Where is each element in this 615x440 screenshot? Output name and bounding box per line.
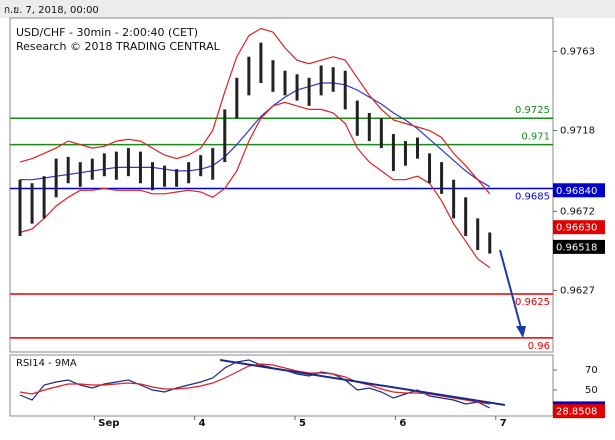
candle [295,74,299,101]
candle [42,176,46,219]
candle [343,70,347,110]
level-label: 0.9685 [515,192,550,203]
x-tick-label: Sep [98,418,119,429]
candle [259,42,263,84]
price-tag-label: 0.96630 [556,223,597,234]
candle [175,169,179,187]
candle [464,197,468,236]
projection-arrow [499,249,522,329]
candle [271,60,275,92]
price-tag [553,404,605,419]
chart-subtitle: Research © 2018 TRADING CENTRAL [16,40,221,53]
candle [18,179,22,236]
level-label: 0.96 [528,341,550,352]
candle [30,183,34,224]
price-tag [553,183,605,198]
x-tick-label: 4 [199,418,206,429]
x-tick-label: 5 [299,418,306,429]
candle [187,162,191,184]
candle [90,158,94,180]
candle [428,153,432,184]
candle [403,141,407,166]
candle [54,158,58,198]
chart-title: USD/CHF - 30min - 2:00:40 (CET) [16,26,198,39]
header-bar [0,0,615,18]
candle [283,70,287,96]
candle [355,100,359,136]
candle [66,156,70,184]
candle [247,56,251,96]
candle [211,148,215,180]
rsi-title: RSI14 - 9MA [16,358,77,369]
rsi-trend-line [219,359,506,406]
candle [440,162,444,194]
price-tag-label: 0.96840 [556,186,597,197]
candle [151,162,155,191]
y-tick-label: 0.9718 [560,126,595,137]
x-tick-label: 7 [500,418,507,429]
candle [331,67,335,92]
price-tag-label: 28.8508 [556,407,597,418]
candle [78,162,82,187]
candle [367,112,371,142]
candle [199,155,203,177]
series-line [19,359,491,409]
y-tick-label: 0.9672 [560,206,595,217]
candle [415,137,419,159]
candle [126,148,130,177]
price-tag [553,239,605,254]
candle [138,151,142,184]
series-line [19,101,491,269]
candle [452,179,456,219]
candle [307,77,311,106]
candle [391,134,395,171]
candle [319,65,323,96]
y-tick-label: 50 [585,385,598,396]
arrow-head [516,326,526,338]
candle [114,151,118,180]
series-line [19,27,491,195]
candle [379,118,383,149]
level-label: 0.971 [521,132,550,143]
header-date: ก.ย. 7, 2018, 00:00 [4,5,99,16]
y-tick-label: 0.9763 [560,46,595,57]
level-label: 0.9725 [515,105,550,116]
plot-layer [10,27,553,409]
rsi-panel [9,354,554,417]
y-tick-label: 0.9627 [560,285,595,296]
y-tick-label: 70 [585,365,598,376]
candle [235,77,239,119]
x-tick-label: 6 [399,418,406,429]
level-label: 0.9625 [515,297,550,308]
price-tag [553,220,605,235]
candle [223,109,227,163]
candle [163,165,167,187]
candle [476,218,480,251]
series-line [20,82,491,188]
candle [488,232,492,254]
candle [102,153,106,177]
price-tag-label: 0.96518 [556,242,597,253]
